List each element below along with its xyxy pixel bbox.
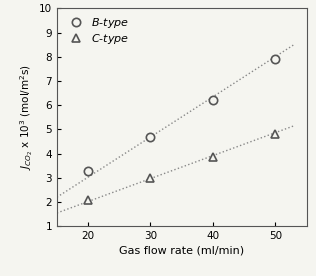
Legend: $\it{B}$-$\it{type}$, $\it{C}$-$\it{type}$: $\it{B}$-$\it{type}$, $\it{C}$-$\it{type… (63, 14, 132, 49)
X-axis label: Gas flow rate (ml/min): Gas flow rate (ml/min) (119, 245, 244, 255)
Y-axis label: $J_{CO_2}$ x 10$^3$ (mol/m$^2$s): $J_{CO_2}$ x 10$^3$ (mol/m$^2$s) (18, 64, 35, 170)
